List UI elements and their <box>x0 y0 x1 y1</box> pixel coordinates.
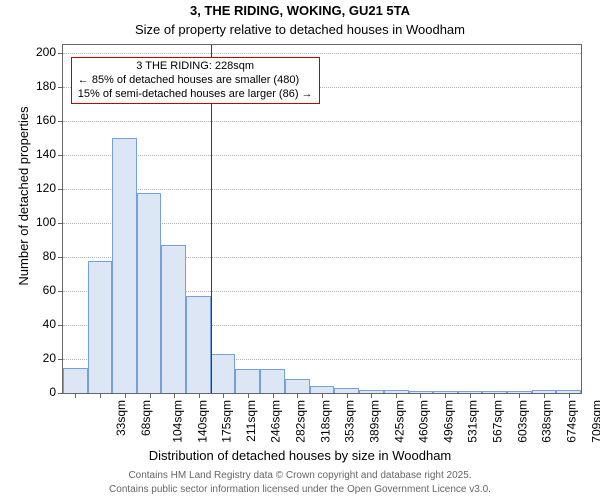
y-tick-mark <box>58 393 63 394</box>
x-tick-label: 496sqm <box>442 400 456 443</box>
y-tick-label: 120 <box>26 181 56 195</box>
histogram-bar <box>88 261 112 393</box>
x-tick-mark <box>297 393 298 398</box>
x-tick-mark <box>100 393 101 398</box>
x-tick-label: 674sqm <box>565 400 579 443</box>
histogram-bar <box>161 245 186 393</box>
x-tick-label: 460sqm <box>417 400 431 443</box>
x-tick-label: 709sqm <box>589 400 600 443</box>
y-tick-label: 60 <box>26 283 56 297</box>
annotation-line-1: 3 THE RIDING: 228sqm <box>78 60 313 74</box>
gridline-h <box>63 53 581 54</box>
y-tick-mark <box>58 53 63 54</box>
y-tick-mark <box>58 257 63 258</box>
x-tick-mark <box>396 393 397 398</box>
x-tick-label: 33sqm <box>114 400 128 436</box>
x-tick-mark <box>273 393 274 398</box>
x-tick-label: 211sqm <box>244 400 258 442</box>
x-tick-label: 638sqm <box>540 400 554 443</box>
x-tick-label: 353sqm <box>343 400 357 443</box>
histogram-bar <box>260 369 284 393</box>
x-tick-mark <box>371 393 372 398</box>
y-tick-label: 40 <box>26 317 56 331</box>
y-tick-label: 160 <box>26 113 56 127</box>
histogram-bar <box>285 379 310 393</box>
y-tick-mark <box>58 223 63 224</box>
x-tick-mark <box>150 393 151 398</box>
y-tick-mark <box>58 121 63 122</box>
histogram-bar <box>211 354 235 393</box>
x-tick-mark <box>174 393 175 398</box>
x-tick-label: 175sqm <box>220 400 234 443</box>
x-tick-mark <box>470 393 471 398</box>
annotation-line-2: ← 85% of detached houses are smaller (48… <box>78 74 313 88</box>
y-tick-mark <box>58 325 63 326</box>
x-tick-mark <box>248 393 249 398</box>
footer-line-2: Contains public sector information licen… <box>0 484 600 495</box>
y-tick-mark <box>58 155 63 156</box>
x-tick-label: 389sqm <box>368 400 382 443</box>
x-tick-mark <box>322 393 323 398</box>
y-tick-mark <box>58 189 63 190</box>
histogram-bar <box>63 368 88 393</box>
y-tick-label: 0 <box>26 385 56 399</box>
chart-subtitle: Size of property relative to detached ho… <box>0 22 600 37</box>
x-tick-label: 104sqm <box>170 400 184 443</box>
x-tick-label: 246sqm <box>269 400 283 443</box>
x-tick-label: 425sqm <box>393 400 407 443</box>
x-tick-mark <box>199 393 200 398</box>
x-tick-label: 282sqm <box>294 400 308 443</box>
x-tick-mark <box>544 393 545 398</box>
x-tick-mark <box>125 393 126 398</box>
x-tick-mark <box>420 393 421 398</box>
x-tick-label: 318sqm <box>319 400 333 443</box>
x-tick-label: 531sqm <box>466 400 480 443</box>
gridline-h <box>63 121 581 122</box>
histogram-bar <box>186 296 211 393</box>
x-tick-mark <box>494 393 495 398</box>
histogram-bar <box>112 138 137 393</box>
x-tick-mark <box>519 393 520 398</box>
histogram-bar <box>235 369 260 393</box>
x-tick-label: 68sqm <box>139 400 153 436</box>
x-tick-mark <box>75 393 76 398</box>
x-tick-mark <box>569 393 570 398</box>
histogram-bar <box>310 386 335 393</box>
y-tick-label: 140 <box>26 147 56 161</box>
annotation-line-3: 15% of semi-detached houses are larger (… <box>78 88 313 102</box>
y-tick-label: 100 <box>26 215 56 229</box>
y-tick-label: 20 <box>26 351 56 365</box>
y-tick-mark <box>58 87 63 88</box>
x-tick-mark <box>347 393 348 398</box>
plot-area: 3 THE RIDING: 228sqm← 85% of detached ho… <box>62 44 582 394</box>
x-tick-label: 140sqm <box>195 400 209 443</box>
y-tick-mark <box>58 359 63 360</box>
x-tick-label: 603sqm <box>516 400 530 443</box>
x-tick-mark <box>223 393 224 398</box>
y-tick-label: 200 <box>26 45 56 59</box>
gridline-h <box>63 155 581 156</box>
y-tick-label: 180 <box>26 79 56 93</box>
gridline-h <box>63 189 581 190</box>
chart-container: 3, THE RIDING, WOKING, GU21 5TA Size of … <box>0 0 600 500</box>
x-tick-mark <box>445 393 446 398</box>
x-tick-label: 567sqm <box>491 400 505 443</box>
footer-line-1: Contains HM Land Registry data © Crown c… <box>0 470 600 481</box>
y-tick-label: 80 <box>26 249 56 263</box>
annotation-box: 3 THE RIDING: 228sqm← 85% of detached ho… <box>71 57 320 104</box>
x-axis-label: Distribution of detached houses by size … <box>0 448 600 463</box>
chart-title: 3, THE RIDING, WOKING, GU21 5TA <box>0 3 600 18</box>
y-tick-mark <box>58 291 63 292</box>
histogram-bar <box>137 193 161 393</box>
